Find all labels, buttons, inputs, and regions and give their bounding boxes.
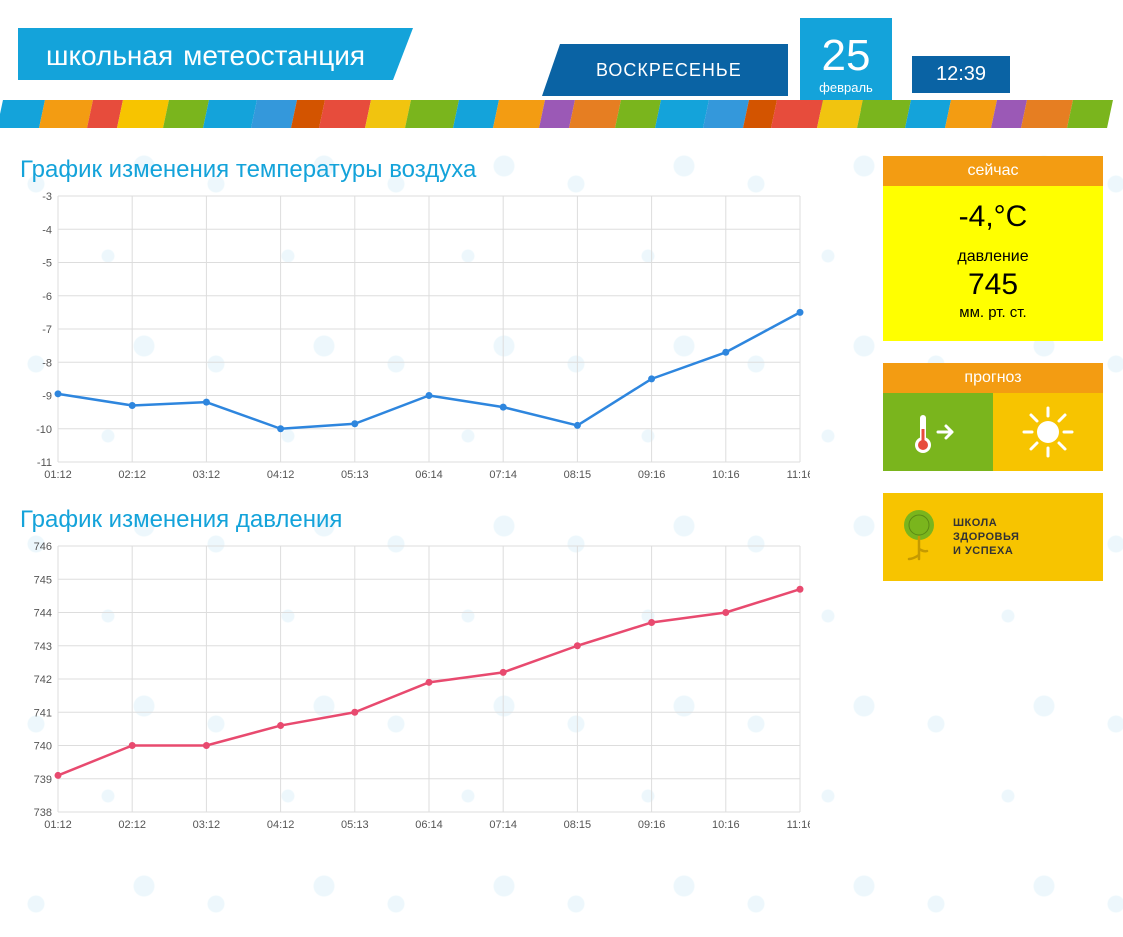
svg-text:08:15: 08:15 bbox=[564, 819, 592, 831]
svg-text:01:12: 01:12 bbox=[44, 819, 72, 831]
svg-text:-3: -3 bbox=[42, 191, 52, 203]
forecast-widget: прогноз bbox=[883, 363, 1103, 471]
svg-text:-4: -4 bbox=[42, 224, 52, 236]
now-temperature: -4,°C bbox=[891, 200, 1095, 234]
logo-line3: И УСПЕХА bbox=[953, 544, 1019, 558]
svg-text:10:16: 10:16 bbox=[712, 819, 740, 831]
site-title: школьная метеостанция bbox=[18, 28, 393, 80]
now-pressure-label: давление bbox=[891, 248, 1095, 266]
thermometer-arrow-icon bbox=[908, 407, 968, 457]
svg-text:-5: -5 bbox=[42, 258, 52, 270]
svg-text:02:12: 02:12 bbox=[118, 469, 146, 481]
svg-text:02:12: 02:12 bbox=[118, 819, 146, 831]
now-widget: сейчас -4,°C давление 745 мм. рт. ст. bbox=[883, 156, 1103, 341]
svg-text:739: 739 bbox=[34, 774, 52, 786]
svg-text:10:16: 10:16 bbox=[712, 469, 740, 481]
svg-text:-9: -9 bbox=[42, 391, 52, 403]
svg-text:06:14: 06:14 bbox=[415, 469, 443, 481]
svg-text:-7: -7 bbox=[42, 324, 52, 336]
svg-text:09:16: 09:16 bbox=[638, 469, 666, 481]
forecast-sun-panel bbox=[993, 393, 1103, 471]
title-part2: метеостанция bbox=[183, 40, 365, 72]
press-chart-title: График изменения давления bbox=[20, 506, 859, 534]
now-pressure-unit: мм. рт. ст. bbox=[891, 304, 1095, 321]
temp-chart-title: График изменения температуры воздуха bbox=[20, 156, 859, 184]
now-body: -4,°C давление 745 мм. рт. ст. bbox=[883, 186, 1103, 341]
school-logo-box: ШКОЛА ЗДОРОВЬЯ И УСПЕХА bbox=[883, 493, 1103, 581]
svg-text:07:14: 07:14 bbox=[489, 819, 517, 831]
svg-text:-6: -6 bbox=[42, 291, 52, 303]
forecast-thermometer-panel bbox=[883, 393, 993, 471]
sun-icon bbox=[1020, 404, 1076, 460]
now-header: сейчас bbox=[883, 156, 1103, 186]
day-of-week: ВОСКРЕСЕНЬЕ bbox=[560, 44, 788, 96]
svg-text:05:13: 05:13 bbox=[341, 819, 369, 831]
svg-text:743: 743 bbox=[34, 641, 52, 653]
svg-text:742: 742 bbox=[34, 674, 52, 686]
svg-text:740: 740 bbox=[34, 741, 52, 753]
tree-icon bbox=[895, 505, 943, 569]
decorative-color-strip bbox=[0, 100, 1123, 128]
svg-text:01:12: 01:12 bbox=[44, 469, 72, 481]
svg-text:738: 738 bbox=[34, 807, 52, 819]
main-content: График изменения температуры воздуха -11… bbox=[0, 128, 1123, 856]
temp-chart: -11 -10 -9 -8 -7 -6 -5 -4 -3 01:12 02:12 03:12 04:12… bbox=[20, 188, 859, 488]
charts-column: График изменения температуры воздуха -11… bbox=[20, 156, 859, 856]
svg-text:11:16: 11:16 bbox=[787, 819, 810, 831]
logo-line1: ШКОЛА bbox=[953, 516, 1019, 530]
svg-text:03:12: 03:12 bbox=[193, 819, 221, 831]
svg-text:04:12: 04:12 bbox=[267, 819, 295, 831]
sidebar: сейчас -4,°C давление 745 мм. рт. ст. пр… bbox=[883, 156, 1103, 856]
title-part1: школьная bbox=[46, 40, 173, 72]
svg-text:05:13: 05:13 bbox=[341, 469, 369, 481]
forecast-header: прогноз bbox=[883, 363, 1103, 393]
svg-text:04:12: 04:12 bbox=[267, 469, 295, 481]
svg-text:08:15: 08:15 bbox=[564, 469, 592, 481]
svg-text:-11: -11 bbox=[37, 457, 52, 469]
press-chart: 738 739 740 741 742 743 744 745 746 01:12 02:12 03:… bbox=[20, 538, 859, 838]
svg-text:746: 746 bbox=[34, 541, 52, 553]
current-time: 12:39 bbox=[912, 56, 1010, 93]
svg-text:744: 744 bbox=[34, 608, 52, 620]
svg-text:745: 745 bbox=[34, 574, 52, 586]
svg-text:-10: -10 bbox=[36, 424, 52, 436]
forecast-body bbox=[883, 393, 1103, 471]
svg-text:741: 741 bbox=[34, 707, 52, 719]
svg-text:06:14: 06:14 bbox=[415, 819, 443, 831]
logo-line2: ЗДОРОВЬЯ bbox=[953, 530, 1019, 544]
svg-text:11:16: 11:16 bbox=[787, 469, 810, 481]
date-day: 25 bbox=[822, 34, 871, 78]
logo-text: ШКОЛА ЗДОРОВЬЯ И УСПЕХА bbox=[953, 516, 1019, 559]
svg-text:09:16: 09:16 bbox=[638, 819, 666, 831]
svg-text:03:12: 03:12 bbox=[193, 469, 221, 481]
header: школьная метеостанция ВОСКРЕСЕНЬЕ 25 фев… bbox=[0, 0, 1123, 100]
date-box: 25 февраль bbox=[800, 18, 892, 110]
svg-text:07:14: 07:14 bbox=[489, 469, 517, 481]
date-month: февраль bbox=[819, 80, 873, 95]
svg-text:-8: -8 bbox=[42, 357, 52, 369]
now-pressure-value: 745 bbox=[891, 268, 1095, 302]
